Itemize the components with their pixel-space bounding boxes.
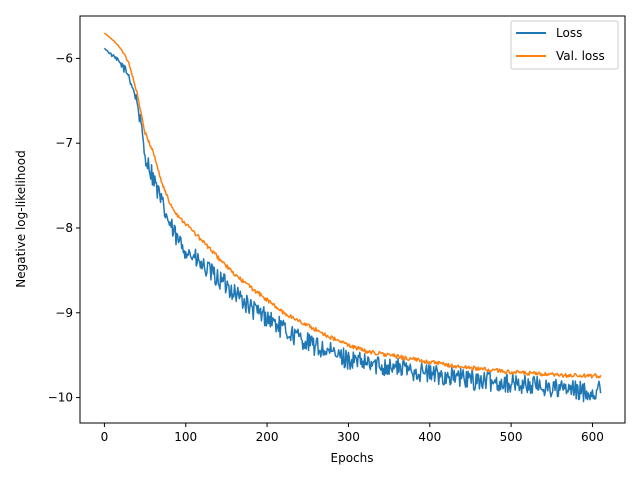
x-tick-label: 600 <box>581 430 604 444</box>
legend-label-val-loss: Val. loss <box>556 49 605 63</box>
x-tick-label: 300 <box>337 430 360 444</box>
x-tick-label: 500 <box>500 430 523 444</box>
y-tick-label: −8 <box>55 221 73 235</box>
y-tick-label: −6 <box>55 51 73 65</box>
x-tick-label: 200 <box>256 430 279 444</box>
y-tick-label: −9 <box>55 306 73 320</box>
y-tick-label: −7 <box>55 136 73 150</box>
x-tick-label: 100 <box>174 430 197 444</box>
series-line-loss <box>103 47 602 403</box>
legend: Loss Val. loss <box>510 20 619 70</box>
x-tick-label: 0 <box>101 430 109 444</box>
x-axis-label: Epochs <box>331 451 374 465</box>
plot-area <box>79 15 626 424</box>
x-axis: 0 100 200 300 400 500 600 <box>101 423 604 444</box>
series-layer <box>103 32 602 403</box>
legend-label-loss: Loss <box>556 26 582 40</box>
y-tick-label: −10 <box>48 391 73 405</box>
plot-frame <box>79 15 626 424</box>
y-axis-label: Negative log-likelihood <box>14 150 28 287</box>
series-line-val-loss <box>103 32 602 379</box>
x-tick-label: 400 <box>418 430 441 444</box>
y-axis: −10 −9 −8 −7 −6 <box>48 51 80 405</box>
